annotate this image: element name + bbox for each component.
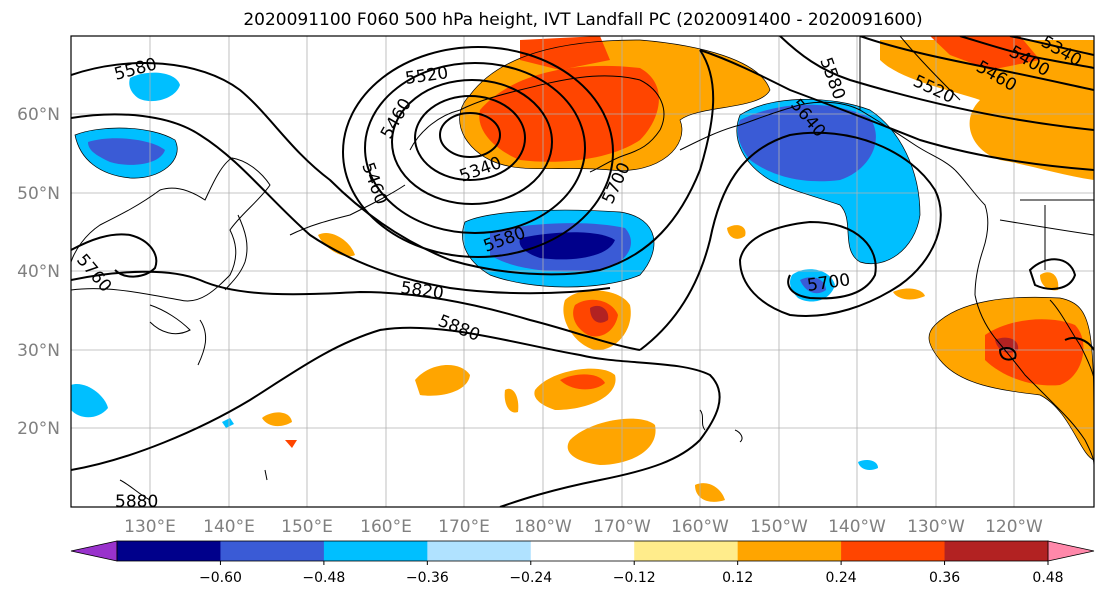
lon-label: 140°W xyxy=(828,517,886,537)
colorbar-segment xyxy=(427,541,532,561)
colorbar-segment xyxy=(220,541,325,561)
colorbar-extension-high xyxy=(1047,540,1095,562)
lon-label: 170°E xyxy=(438,517,490,537)
colorbar-tick-label: −0.36 xyxy=(406,570,449,586)
colorbar-segment xyxy=(634,541,739,561)
lon-label: 180°W xyxy=(514,517,572,537)
height-contours xyxy=(71,36,1094,507)
colorbar-tick-label: 0.24 xyxy=(826,570,857,586)
map-area: 5580 5520 5460 5460 5340 5580 5700 5820 … xyxy=(71,36,1094,512)
colorbar: −0.60 −0.48 −0.36 −0.24 −0.12 0.12 0.24 0.36 0.4… xyxy=(70,540,1095,586)
contour-label: 5880 xyxy=(115,492,158,512)
colorbar-tick-label: 0.48 xyxy=(1032,570,1063,586)
lat-label: 20°N xyxy=(17,419,60,439)
colorbar-segment xyxy=(737,541,842,561)
lon-label: 150°W xyxy=(750,517,808,537)
colorbar-tick-label: −0.24 xyxy=(509,570,552,586)
colorbar-segment xyxy=(117,541,221,561)
figure-title: 2020091100 F060 500 hPa height, IVT Land… xyxy=(243,10,922,30)
lon-label: 140°E xyxy=(203,517,255,537)
shading-outlines xyxy=(74,39,1094,461)
lon-label: 130°W xyxy=(907,517,965,537)
colorbar-tick-label: 0.36 xyxy=(929,570,960,586)
colorbar-segment xyxy=(944,541,1049,561)
lon-label: 170°W xyxy=(593,517,651,537)
lon-label: 160°E xyxy=(360,517,412,537)
lat-label: 50°N xyxy=(17,184,60,204)
lon-label: 120°W xyxy=(985,517,1043,537)
colorbar-tick-label: 0.12 xyxy=(722,570,753,586)
lon-label: 150°E xyxy=(281,517,333,537)
negative-shading xyxy=(71,72,920,470)
longitude-labels: 130°E 140°E 150°E 160°E 170°E 180°W 170°… xyxy=(124,517,1043,537)
map-frame xyxy=(70,35,1095,508)
lat-label: 40°N xyxy=(17,262,60,282)
lon-label: 130°E xyxy=(124,517,176,537)
colorbar-extension-low xyxy=(70,540,118,562)
colorbar-segment xyxy=(530,541,635,561)
lat-label: 60°N xyxy=(17,105,60,125)
colorbar-frame xyxy=(116,540,1049,562)
colorbar-segment xyxy=(841,541,946,561)
lat-label: 30°N xyxy=(17,341,60,361)
colorbar-tick-label: −0.12 xyxy=(613,570,656,586)
latitude-labels: 60°N 50°N 40°N 30°N 20°N xyxy=(17,105,60,439)
lon-label: 160°W xyxy=(671,517,729,537)
colorbar-tick-label: −0.48 xyxy=(302,570,345,586)
colorbar-tick-label: −0.60 xyxy=(199,570,242,586)
colorbar-segment xyxy=(323,541,428,561)
